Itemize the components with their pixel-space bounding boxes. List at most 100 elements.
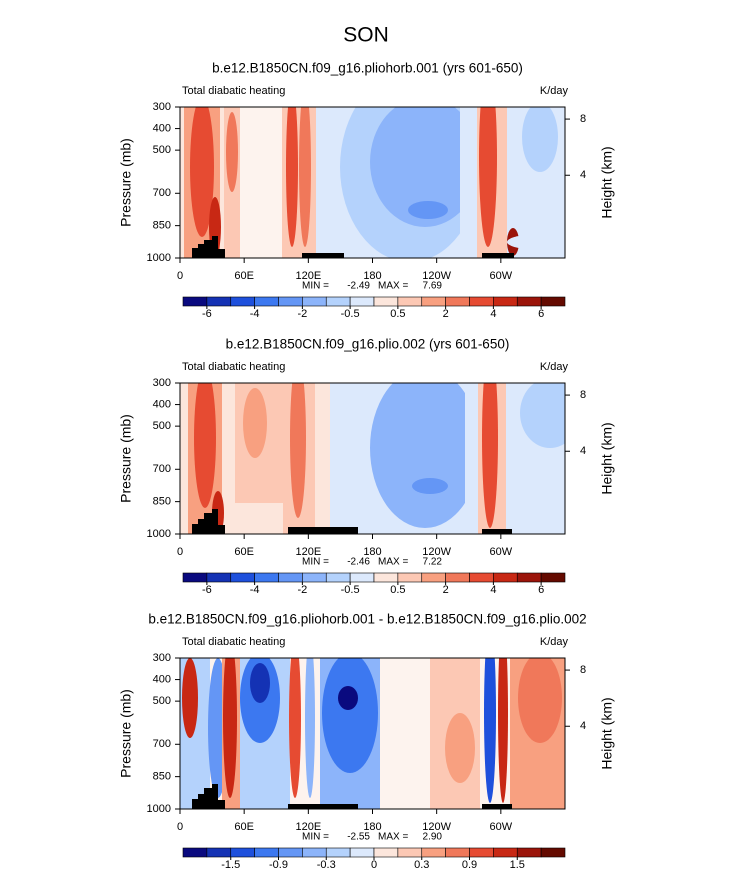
x-tick-label: 120E: [295, 270, 321, 282]
colorbar-box: [469, 296, 494, 307]
panel-title: b.e12.B1850CN.f09_g16.plio.002 (yrs 601-…: [226, 337, 510, 352]
y-tick-label: 1000: [147, 803, 171, 815]
y2-axis-label: Height (km): [599, 146, 615, 218]
colorbar-box: [254, 572, 279, 583]
colorbar-label: 4: [490, 308, 496, 320]
y-tick-label: 500: [153, 144, 171, 156]
x-tick-label: 180: [363, 270, 381, 282]
x-tick-label: 180: [363, 821, 381, 833]
colorbar-box: [325, 847, 351, 858]
min-label: MIN =: [302, 281, 329, 292]
colorbar-box: [206, 296, 232, 307]
panel-title: b.e12.B1850CN.f09_g16.pliohorb.001 (yrs …: [212, 61, 523, 76]
max-label: MAX =: [378, 281, 408, 292]
colorbar-label: -4: [250, 584, 260, 596]
min-value: -2.49: [347, 281, 370, 292]
x-tick-label: 180: [363, 546, 381, 558]
right-label: K/day: [540, 85, 569, 97]
figure-title: SON: [343, 24, 389, 47]
colorbar-box: [493, 296, 518, 307]
y-tick-label: 300: [153, 377, 171, 389]
colorbar-box: [349, 847, 375, 858]
colorbar-box: [421, 296, 446, 307]
y-tick-label: 400: [153, 122, 171, 134]
right-label: K/day: [540, 636, 569, 648]
colorbar-label: 6: [538, 308, 544, 320]
left-label: Total diabatic heating: [182, 636, 285, 648]
colorbar-box: [540, 847, 566, 858]
colorbar-box: [493, 572, 518, 583]
x-tick-label: 120E: [295, 546, 321, 558]
colorbar-label: -0.3: [317, 859, 336, 871]
colorbar-box: [278, 847, 303, 858]
colorbar-box: [469, 572, 494, 583]
colorbar-box: [397, 296, 423, 307]
y2-tick-label: 8: [580, 664, 586, 676]
y2-tick-label: 8: [580, 113, 586, 125]
colorbar-box: [206, 847, 232, 858]
y-axis-label: Pressure (mb): [118, 414, 134, 503]
colorbar-label: -0.5: [341, 308, 360, 320]
max-label: MAX =: [378, 557, 408, 568]
colorbar-label: 0.9: [462, 859, 477, 871]
max-value: 7.22: [423, 557, 443, 568]
colorbar-label: -0.5: [341, 584, 360, 596]
y-tick-label: 850: [153, 771, 171, 783]
colorbar-box: [254, 847, 279, 858]
colorbar-label: -0.9: [269, 859, 288, 871]
colorbar-box: [516, 847, 542, 858]
left-label: Total diabatic heating: [182, 85, 285, 97]
colorbar-box: [325, 296, 351, 307]
colorbar-label: 0: [371, 859, 377, 871]
x-tick-label: 60E: [234, 821, 254, 833]
y-tick-label: 300: [153, 101, 171, 113]
x-tick-label: 60W: [490, 270, 513, 282]
colorbar-label: 1.5: [510, 859, 525, 871]
max-label: MAX =: [378, 832, 408, 843]
x-tick-label: 0: [177, 821, 183, 833]
colorbar-label: -6: [202, 584, 212, 596]
colorbar-box: [182, 296, 208, 307]
y2-axis-label: Height (km): [599, 697, 615, 769]
y-tick-label: 850: [153, 496, 171, 508]
colorbar-label: 0.3: [414, 859, 429, 871]
colorbar-box: [230, 572, 255, 583]
colorbar-label: -2: [297, 584, 307, 596]
panel-title: b.e12.B1850CN.f09_g16.pliohorb.001 - b.e…: [148, 612, 586, 627]
colorbar-box: [445, 572, 470, 583]
colorbar-box: [278, 296, 303, 307]
colorbar-box: [421, 572, 446, 583]
colorbar-label: 0.5: [390, 308, 405, 320]
max-value: 7.69: [423, 281, 443, 292]
colorbar-box: [230, 847, 255, 858]
y2-axis-label: Height (km): [599, 422, 615, 494]
colorbar-box: [373, 296, 399, 307]
y2-tick-label: 4: [580, 720, 586, 732]
colorbar-box: [445, 847, 470, 858]
colorbar-box: [469, 847, 494, 858]
colorbar-box: [302, 296, 327, 307]
y-tick-label: 1000: [147, 528, 171, 540]
x-tick-label: 120W: [422, 821, 451, 833]
right-label: K/day: [540, 361, 569, 373]
colorbar-box: [349, 296, 375, 307]
y-axis-label: Pressure (mb): [118, 138, 134, 227]
y-tick-label: 850: [153, 220, 171, 232]
left-label: Total diabatic heating: [182, 361, 285, 373]
y2-tick-label: 4: [580, 169, 586, 181]
colorbar-box: [230, 296, 255, 307]
colorbar-box: [325, 572, 351, 583]
colorbar-box: [397, 847, 423, 858]
colorbar-label: -6: [202, 308, 212, 320]
colorbar-box: [397, 572, 423, 583]
x-tick-label: 60W: [490, 821, 513, 833]
colorbar-box: [206, 572, 232, 583]
colorbar-box: [302, 572, 327, 583]
contour-field: [180, 658, 565, 809]
colorbar-box: [445, 296, 470, 307]
x-tick-label: 60W: [490, 546, 513, 558]
colorbar-label: 0.5: [390, 584, 405, 596]
colorbar-box: [254, 296, 279, 307]
colorbar-box: [302, 847, 327, 858]
